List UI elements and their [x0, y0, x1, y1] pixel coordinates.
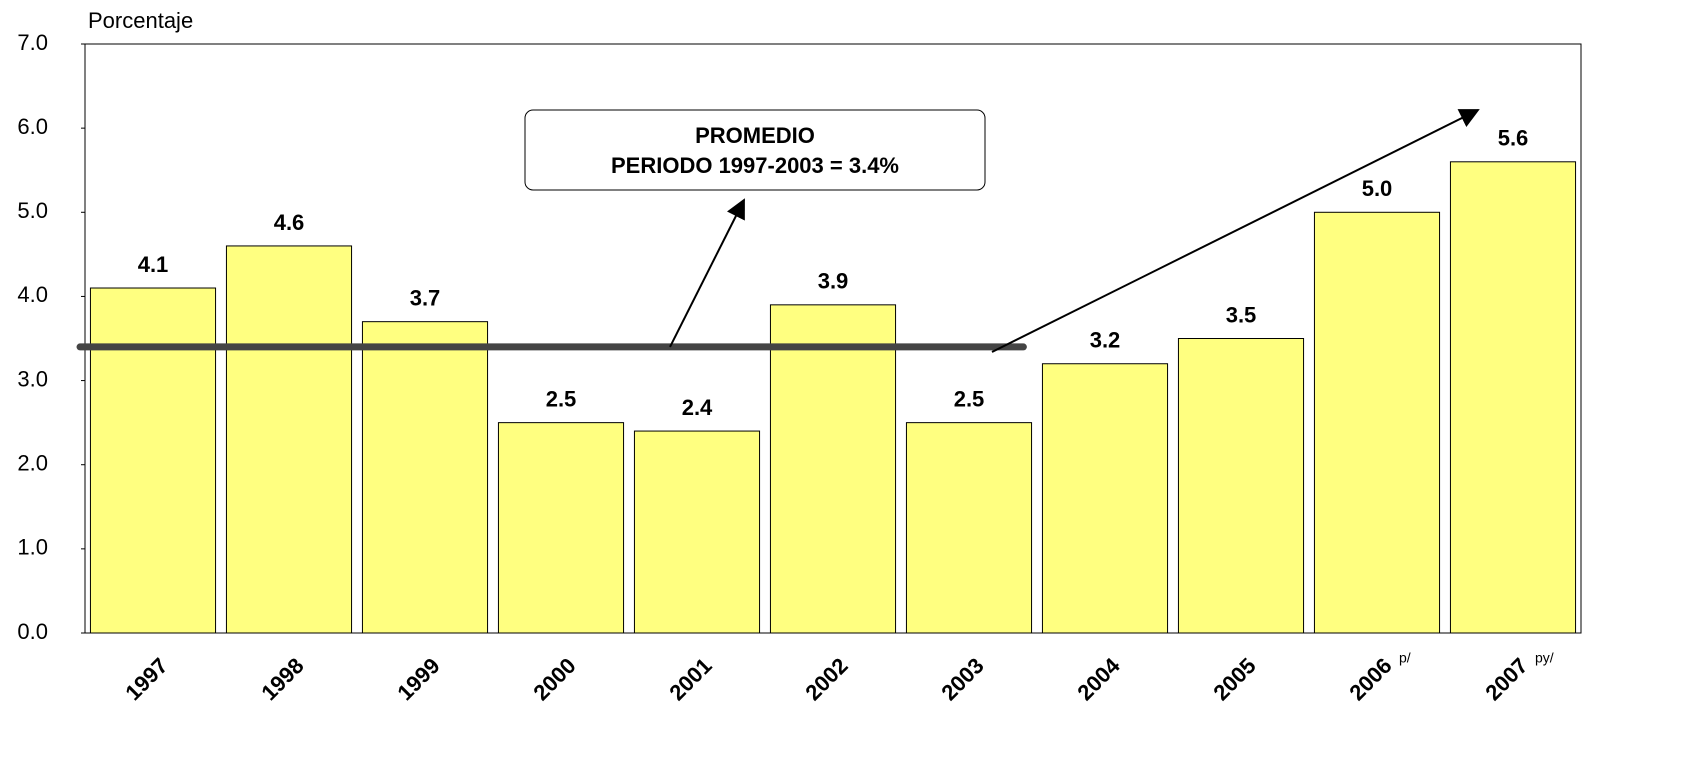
y-tick-label: 1.0 — [17, 535, 48, 560]
x-tick-label: 2006 — [1344, 653, 1396, 705]
value-label: 4.6 — [274, 210, 305, 235]
bar — [1041, 363, 1169, 634]
y-tick-label: 6.0 — [17, 114, 48, 139]
value-label: 2.5 — [546, 386, 577, 411]
value-label: 3.7 — [410, 285, 441, 310]
bar — [1449, 161, 1577, 634]
value-label: 3.5 — [1226, 302, 1257, 327]
annotation-arrow — [669, 198, 745, 348]
value-label: 3.2 — [1090, 328, 1121, 353]
bar — [633, 430, 761, 634]
value-label: 2.4 — [682, 395, 713, 420]
x-tick-label: 1997 — [120, 653, 172, 705]
x-tick-label: 2002 — [800, 653, 852, 705]
bar — [225, 245, 353, 634]
y-axis-label: Porcentaje — [88, 8, 193, 33]
trend-arrow — [991, 109, 1480, 353]
value-label: 4.1 — [138, 252, 169, 277]
x-tick-label: 1999 — [392, 653, 444, 705]
y-tick-label: 7.0 — [17, 30, 48, 55]
bar — [1177, 338, 1305, 634]
bar — [361, 321, 489, 634]
category-note: p/ — [1399, 650, 1411, 666]
bar — [89, 287, 217, 634]
x-tick-label: 2004 — [1072, 652, 1125, 705]
value-label: 5.6 — [1498, 126, 1529, 151]
value-label: 2.5 — [954, 386, 985, 411]
bar — [905, 422, 1033, 634]
y-tick-label: 4.0 — [17, 282, 48, 307]
y-tick-label: 2.0 — [17, 451, 48, 476]
x-tick-label: 1998 — [256, 653, 308, 705]
y-tick-label: 5.0 — [17, 198, 48, 223]
bar — [497, 422, 625, 634]
value-label: 5.0 — [1362, 176, 1393, 201]
x-tick-label: 2003 — [936, 653, 988, 705]
category-note: py/ — [1535, 650, 1554, 666]
value-label: 3.9 — [818, 269, 849, 294]
x-tick-label: 2001 — [664, 653, 716, 705]
y-tick-label: 3.0 — [17, 366, 48, 391]
x-tick-label: 2000 — [528, 653, 580, 705]
x-tick-label: 2007 — [1480, 653, 1532, 705]
annotation-box — [524, 109, 986, 191]
annotation-text: PROMEDIO — [695, 123, 815, 148]
bar — [1313, 211, 1441, 634]
annotation-text: PERIODO 1997-2003 = 3.4% — [611, 153, 899, 178]
x-tick-label: 2005 — [1208, 653, 1260, 705]
y-tick-label: 0.0 — [17, 619, 48, 644]
bar — [769, 304, 897, 634]
